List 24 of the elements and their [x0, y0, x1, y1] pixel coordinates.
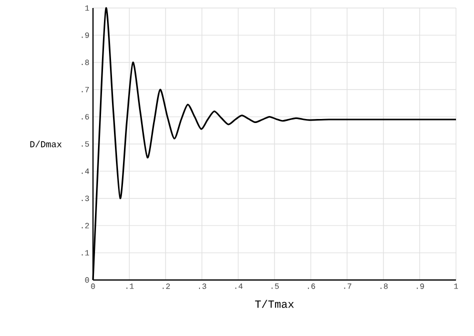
x-tick-label: .1 [126, 284, 134, 289]
x-tick-label: .4 [235, 284, 243, 289]
y-tick-label: .7 [82, 86, 89, 92]
y-tick-label: .5 [82, 141, 89, 147]
x-tick-label: .9 [416, 284, 424, 289]
y-tick-label: 1 [85, 5, 90, 11]
x-axis-title: T/Tmax [255, 300, 294, 308]
x-tick-label: .2 [162, 284, 170, 289]
x-tick-label: .5 [272, 284, 279, 289]
y-tick-label: .9 [82, 32, 89, 38]
y-tick-label: 0 [85, 277, 89, 283]
x-tick-label: 0 [91, 284, 95, 289]
x-tick-label: .8 [380, 284, 388, 289]
y-tick-label: .8 [82, 60, 89, 66]
y-tick-label: .3 [82, 196, 89, 202]
y-axis-title: D/Dmax [30, 140, 62, 148]
y-tick-label: .1 [82, 250, 90, 256]
x-tick-label: .7 [344, 284, 352, 289]
x-tick-label: .6 [308, 284, 316, 289]
y-tick-label: .6 [82, 114, 89, 120]
y-tick-label: .4 [82, 168, 90, 174]
y-tick-label: .2 [82, 222, 89, 228]
x-tick-label: .3 [199, 284, 206, 289]
x-tick-label: 1 [454, 284, 458, 289]
